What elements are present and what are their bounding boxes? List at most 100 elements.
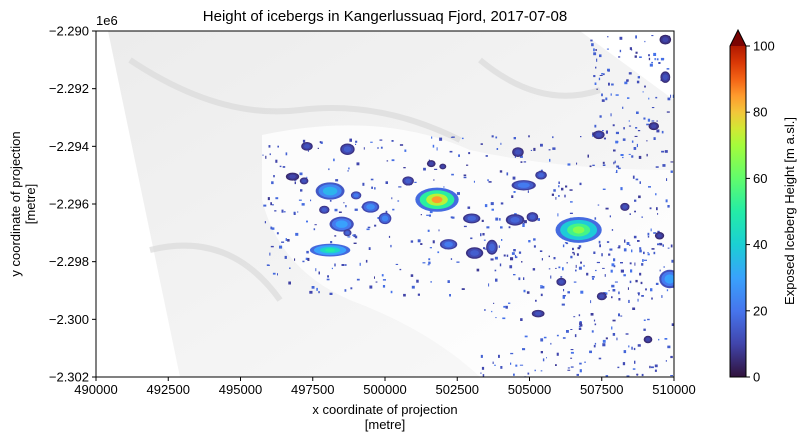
iceberg-fragment bbox=[655, 282, 659, 285]
iceberg-fragment bbox=[635, 178, 639, 181]
iceberg-fragment bbox=[639, 247, 642, 250]
iceberg-fragment bbox=[639, 181, 641, 184]
iceberg-fragment bbox=[671, 323, 674, 326]
iceberg-fragment bbox=[620, 262, 623, 264]
iceberg-fragment bbox=[672, 94, 674, 98]
iceberg-fragment bbox=[318, 291, 320, 294]
iceberg-fragment bbox=[334, 235, 337, 237]
iceberg-fragment bbox=[570, 255, 573, 259]
iceberg-fragment bbox=[279, 245, 283, 249]
iceberg-fragment bbox=[637, 240, 640, 242]
iceberg-fragment bbox=[649, 365, 651, 369]
iceberg-fragment bbox=[599, 115, 602, 118]
iceberg-fragment bbox=[552, 147, 556, 150]
iceberg-fragment bbox=[293, 212, 296, 215]
y-tick-label: −2.302 bbox=[49, 370, 89, 385]
iceberg-fragment bbox=[557, 213, 559, 217]
iceberg-fragment bbox=[596, 261, 600, 264]
colorbar-tick-label: 80 bbox=[753, 105, 767, 120]
iceberg-fragment bbox=[570, 366, 574, 368]
iceberg-fragment bbox=[502, 317, 506, 320]
iceberg-fragment bbox=[656, 207, 658, 211]
iceberg-fragment bbox=[374, 276, 375, 279]
iceberg-fragment bbox=[432, 144, 435, 148]
iceberg-fragment bbox=[611, 284, 615, 288]
iceberg-fragment bbox=[604, 274, 606, 277]
iceberg-fragment bbox=[561, 187, 564, 191]
iceberg-fragment bbox=[567, 163, 571, 166]
iceberg-fragment bbox=[473, 180, 475, 183]
iceberg-fragment bbox=[618, 298, 621, 301]
iceberg-fragment bbox=[605, 207, 609, 210]
iceberg-fragment bbox=[562, 295, 566, 297]
iceberg-fragment bbox=[615, 131, 619, 135]
iceberg-fragment bbox=[450, 258, 453, 260]
iceberg-fragment bbox=[523, 220, 527, 224]
iceberg-fragment bbox=[628, 345, 630, 348]
iceberg-fragment bbox=[494, 364, 496, 366]
iceberg bbox=[511, 180, 536, 191]
iceberg-fragment bbox=[660, 57, 664, 61]
iceberg bbox=[596, 292, 607, 301]
iceberg-fragment bbox=[570, 349, 574, 351]
y-tick-label: −2.300 bbox=[49, 312, 89, 327]
iceberg-fragment bbox=[647, 252, 649, 254]
iceberg-fragment bbox=[311, 286, 315, 289]
iceberg-fragment bbox=[605, 130, 608, 134]
iceberg-fragment bbox=[382, 285, 386, 288]
iceberg-fragment bbox=[565, 185, 568, 188]
iceberg-fragment bbox=[653, 251, 656, 255]
iceberg-fragment bbox=[638, 195, 641, 199]
iceberg-fragment bbox=[637, 130, 641, 132]
iceberg-fragment bbox=[468, 152, 471, 155]
colorbar-tick-label: 20 bbox=[753, 303, 767, 318]
iceberg-fragment bbox=[635, 279, 638, 283]
iceberg-fragment bbox=[594, 82, 597, 85]
iceberg-fragment bbox=[295, 232, 299, 236]
iceberg-fragment bbox=[584, 361, 586, 363]
iceberg-fragment bbox=[614, 160, 616, 164]
iceberg bbox=[350, 191, 362, 200]
iceberg-fragment bbox=[670, 244, 673, 248]
iceberg-fragment bbox=[426, 214, 429, 216]
iceberg-fragment bbox=[562, 244, 565, 248]
iceberg-fragment bbox=[522, 224, 525, 227]
iceberg-fragment bbox=[451, 173, 454, 176]
iceberg-fragment bbox=[513, 191, 516, 193]
iceberg-fragment bbox=[496, 148, 499, 150]
iceberg-fragment bbox=[602, 130, 604, 132]
iceberg-fragment bbox=[428, 258, 431, 261]
iceberg-fragment bbox=[634, 262, 636, 266]
iceberg-fragment bbox=[623, 248, 627, 252]
iceberg-fragment bbox=[592, 164, 595, 166]
iceberg-fragment bbox=[617, 247, 621, 249]
iceberg-fragment bbox=[530, 149, 533, 151]
iceberg-fragment bbox=[647, 253, 650, 256]
iceberg-fragment bbox=[603, 137, 606, 140]
iceberg-fragment bbox=[476, 268, 480, 272]
iceberg-fragment bbox=[403, 167, 406, 169]
iceberg-fragment bbox=[597, 204, 600, 206]
iceberg-fragment bbox=[500, 366, 503, 369]
iceberg-fragment bbox=[510, 257, 514, 261]
iceberg-fragment bbox=[417, 239, 421, 243]
iceberg-fragment bbox=[612, 319, 616, 322]
iceberg-fragment bbox=[533, 245, 536, 248]
iceberg-fragment bbox=[302, 260, 305, 263]
iceberg-fragment bbox=[633, 347, 636, 351]
iceberg-fragment bbox=[397, 200, 400, 202]
iceberg-fragment bbox=[579, 362, 582, 365]
iceberg-fragment bbox=[605, 375, 609, 377]
iceberg-fragment bbox=[521, 261, 523, 263]
iceberg-fragment bbox=[599, 244, 601, 248]
iceberg-fragment bbox=[486, 226, 490, 229]
iceberg-fragment bbox=[548, 268, 551, 270]
iceberg-fragment bbox=[655, 96, 658, 99]
iceberg-fragment bbox=[612, 124, 615, 127]
iceberg bbox=[648, 122, 659, 131]
iceberg-fragment bbox=[578, 327, 582, 330]
iceberg-fragment bbox=[642, 259, 644, 262]
iceberg-fragment bbox=[427, 229, 430, 232]
iceberg-fragment bbox=[381, 274, 384, 277]
iceberg-fragment bbox=[578, 325, 581, 328]
